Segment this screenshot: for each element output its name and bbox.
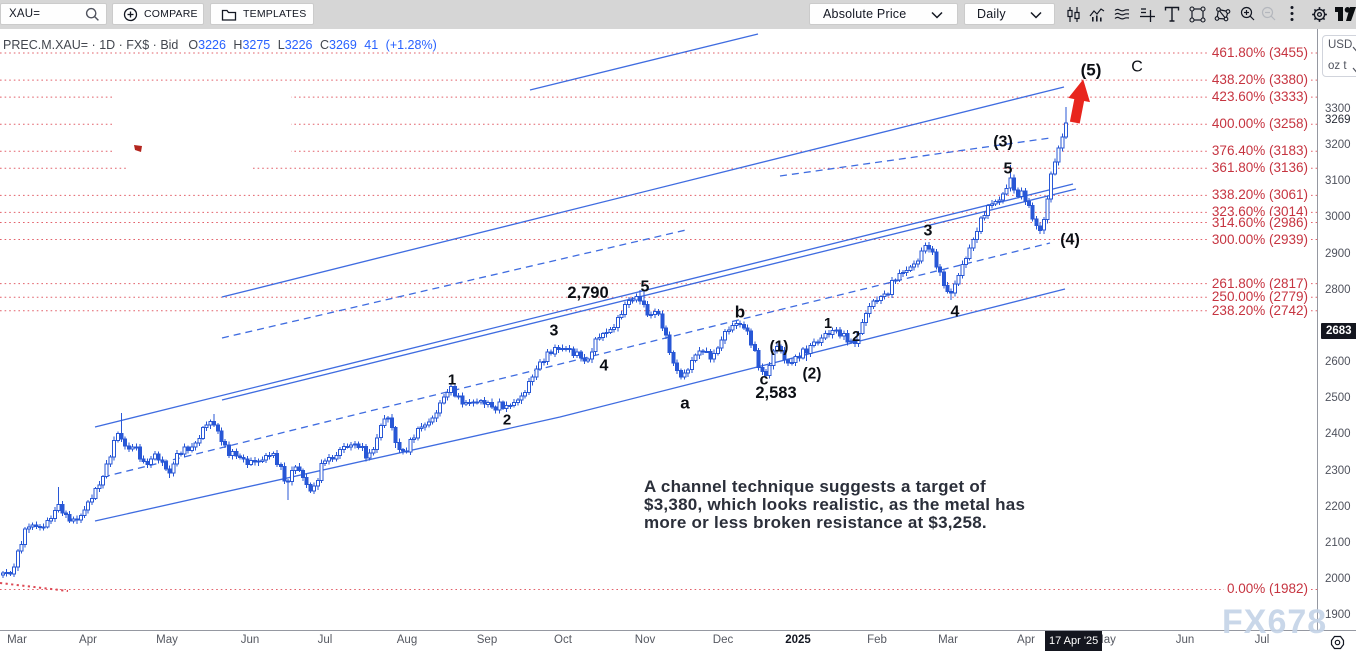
svg-text:2: 2 xyxy=(852,329,860,345)
svg-text:4: 4 xyxy=(600,358,609,375)
svg-text:3: 3 xyxy=(550,323,559,340)
svg-text:2: 2 xyxy=(503,412,511,429)
svg-text:5: 5 xyxy=(1004,161,1013,178)
svg-text:(2): (2) xyxy=(803,366,822,383)
svg-text:(5): (5) xyxy=(1081,61,1102,80)
svg-text:4: 4 xyxy=(951,304,960,321)
svg-text:1: 1 xyxy=(824,316,832,332)
svg-text:2,583: 2,583 xyxy=(755,384,796,402)
svg-text:c: c xyxy=(760,372,769,389)
svg-text:b: b xyxy=(735,303,745,322)
svg-text:(4): (4) xyxy=(1060,232,1080,249)
svg-text:(3): (3) xyxy=(993,134,1013,151)
svg-text:5: 5 xyxy=(641,279,650,296)
svg-text:a: a xyxy=(680,394,690,413)
svg-text:(1): (1) xyxy=(770,339,789,356)
svg-text:3: 3 xyxy=(924,223,933,240)
svg-text:C: C xyxy=(1131,59,1143,76)
svg-text:2,790: 2,790 xyxy=(567,284,608,302)
svg-text:1: 1 xyxy=(448,372,456,389)
